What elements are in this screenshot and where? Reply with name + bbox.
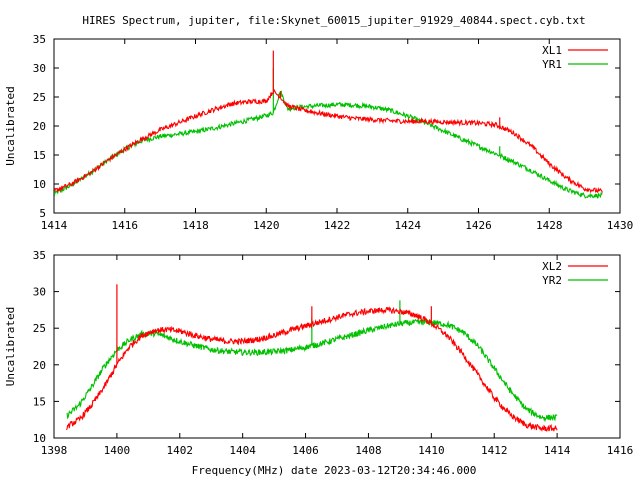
x-tick-label: 1420 <box>253 219 280 232</box>
x-tick-label: 1404 <box>229 444 256 457</box>
legend-label-yr1: YR1 <box>542 58 562 71</box>
x-tick-label: 1408 <box>355 444 382 457</box>
legend-label-yr2: YR2 <box>542 274 562 287</box>
x-tick-label: 1418 <box>182 219 209 232</box>
x-tick-label: 1400 <box>104 444 131 457</box>
y-tick-label: 15 <box>33 395 46 408</box>
x-tick-label: 1406 <box>292 444 319 457</box>
x-tick-label: 1412 <box>481 444 508 457</box>
top-plot-xl1-yr1: 1414 1416 1418 1420 1422 1424 1426 1428 1430 5 10 1… <box>4 33 633 232</box>
y-tick-label: 30 <box>33 62 46 75</box>
y-tick-label: 35 <box>33 33 46 46</box>
x-tick-label: 1416 <box>112 219 139 232</box>
y-tick-label: 5 <box>39 207 46 220</box>
y-axis-label: Uncalibrated <box>4 86 17 165</box>
y-tick-label: 20 <box>33 120 46 133</box>
x-tick-label: 1416 <box>607 444 634 457</box>
x-tick-label: 1402 <box>167 444 194 457</box>
x-tick-label: 1428 <box>536 219 563 232</box>
y-tick-label: 10 <box>33 178 46 191</box>
plot-frame <box>53 254 621 439</box>
x-tick-label: 1424 <box>395 219 422 232</box>
legend-label-xl2: XL2 <box>542 260 562 273</box>
bottom-plot-xl2-yr2: 1398 1400 1402 1404 1406 1408 1410 1412 1414 1416… <box>4 249 633 457</box>
legend-label-xl1: XL1 <box>542 44 562 57</box>
x-axis-label: Frequency(MHz) date 2023-03-12T20:34:46.… <box>192 464 477 477</box>
x-tick-label: 1410 <box>418 444 445 457</box>
y-tick-label: 25 <box>33 91 46 104</box>
x-tick-label: 1426 <box>465 219 492 232</box>
y-tick-label: 20 <box>33 359 46 372</box>
x-tick-label: 1414 <box>544 444 571 457</box>
y-tick-label: 25 <box>33 322 46 335</box>
x-tick-label: 1398 <box>41 444 68 457</box>
x-tick-label: 1430 <box>607 219 634 232</box>
figure-title: HIRES Spectrum, jupiter, file:Skynet_600… <box>82 14 585 27</box>
x-tick-label: 1422 <box>324 219 351 232</box>
y-tick-label: 35 <box>33 249 46 262</box>
y-axis-label: Uncalibrated <box>4 307 17 386</box>
y-tick-label: 10 <box>33 432 46 445</box>
y-tick-label: 30 <box>33 286 46 299</box>
x-tick-label: 1414 <box>41 219 68 232</box>
y-tick-label: 15 <box>33 149 46 162</box>
series-line-xl1 <box>54 88 603 194</box>
